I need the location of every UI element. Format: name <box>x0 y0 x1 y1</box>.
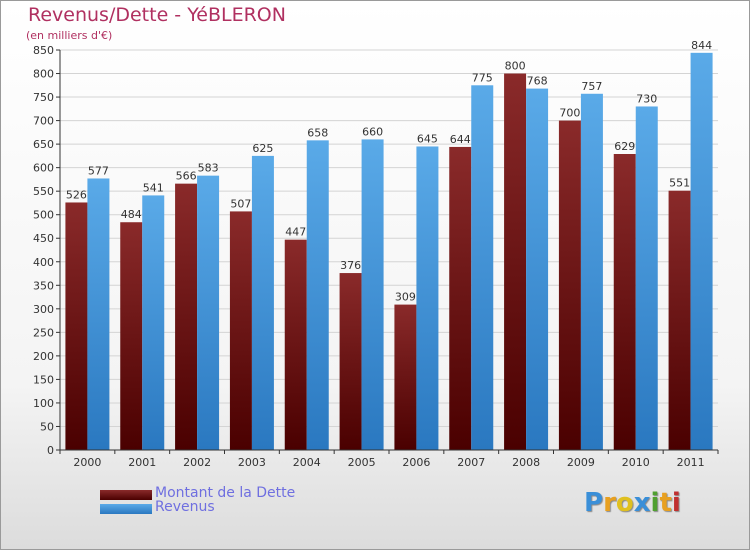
revenus-bar <box>87 178 110 450</box>
data-label: 551 <box>669 177 690 190</box>
data-label: 566 <box>176 170 197 183</box>
data-label: 526 <box>66 188 87 201</box>
y-tick-label: 200 <box>33 350 54 363</box>
dette-bar <box>284 239 307 450</box>
dette-bar <box>613 154 636 450</box>
dette-bar <box>229 211 252 450</box>
data-label: 447 <box>285 226 306 239</box>
data-label: 768 <box>527 75 548 88</box>
x-tick-label: 2009 <box>567 456 595 469</box>
data-label: 625 <box>252 142 273 155</box>
x-tick-label: 2007 <box>457 456 485 469</box>
legend-label-dette: Montant de la Dette <box>155 485 296 501</box>
y-tick-label: 650 <box>33 138 54 151</box>
revenus-bar <box>690 52 713 451</box>
x-tick-label: 2006 <box>402 456 430 469</box>
legend-label-revenus: Revenus <box>155 499 215 515</box>
x-tick-label: 2005 <box>348 456 376 469</box>
revenus-bar <box>306 140 329 450</box>
revenus-bar <box>635 106 658 451</box>
x-tick-label: 2011 <box>677 456 705 469</box>
revenus-bar <box>471 85 494 450</box>
dette-bar <box>339 273 362 450</box>
dette-bar <box>175 183 198 450</box>
y-tick-label: 750 <box>33 91 54 104</box>
data-label: 644 <box>450 133 471 146</box>
revenus-bar <box>251 155 274 450</box>
data-label: 629 <box>614 140 635 153</box>
y-tick-label: 350 <box>33 279 54 292</box>
data-label: 658 <box>307 126 328 139</box>
data-label: 577 <box>88 164 109 177</box>
data-label: 730 <box>636 92 657 105</box>
data-label: 757 <box>581 80 602 93</box>
revenus-bar <box>142 195 165 450</box>
chart-title: Revenus/Dette - YéBLERON <box>28 4 286 26</box>
x-tick-label: 2008 <box>512 456 540 469</box>
data-label: 775 <box>472 71 493 84</box>
data-label: 660 <box>362 125 383 138</box>
revenus-bar <box>197 175 220 450</box>
dette-bar <box>120 222 143 450</box>
chart-subtitle: (en milliers d'€) <box>26 29 113 42</box>
x-tick-label: 2003 <box>238 456 266 469</box>
y-tick-label: 100 <box>33 397 54 410</box>
revenus-bar <box>361 139 384 451</box>
logo-letter: P <box>584 488 604 518</box>
logo-letter: r <box>603 488 616 518</box>
dette-bar <box>394 304 417 450</box>
data-label: 645 <box>417 132 438 145</box>
x-tick-label: 2002 <box>183 456 211 469</box>
y-tick-label: 0 <box>47 444 54 457</box>
grid-lines <box>60 49 718 451</box>
y-tick-label: 800 <box>33 68 54 81</box>
x-tick-label: 2000 <box>73 456 101 469</box>
x-tick-label: 2004 <box>293 456 321 469</box>
logo-letter: i <box>671 488 681 518</box>
data-label: 507 <box>230 197 251 210</box>
y-tick-label: 300 <box>33 303 54 316</box>
y-tick-label: 500 <box>33 209 54 222</box>
y-tick-label: 250 <box>33 326 54 339</box>
revenus-bar <box>416 146 439 450</box>
y-tick-label: 150 <box>33 373 54 386</box>
y-tick-label: 600 <box>33 162 54 175</box>
dette-bar <box>65 202 88 450</box>
proxiti-logo: Proxiti <box>584 488 681 518</box>
revenus-bar <box>580 93 603 450</box>
dette-bar <box>668 190 691 451</box>
logo-letter: t <box>659 488 672 518</box>
logo-letter: o <box>615 488 634 518</box>
data-label: 376 <box>340 259 361 272</box>
logo-letter: i <box>650 488 660 518</box>
dette-bar <box>558 120 581 451</box>
y-tick-label: 400 <box>33 256 54 269</box>
data-label: 484 <box>121 208 142 221</box>
x-tick-label: 2001 <box>128 456 156 469</box>
data-label: 844 <box>691 39 712 52</box>
legend-swatch-revenus <box>100 504 152 514</box>
dette-bar <box>449 146 472 451</box>
bars <box>65 52 713 451</box>
revenus-bar <box>526 88 549 451</box>
data-label: 700 <box>559 107 580 120</box>
y-tick-label: 850 <box>33 44 54 57</box>
dette-bar <box>504 73 527 450</box>
y-tick-label: 450 <box>33 232 54 245</box>
y-tick-label: 700 <box>33 115 54 128</box>
x-tick-label: 2010 <box>622 456 650 469</box>
data-label: 800 <box>505 60 526 73</box>
y-tick-label: 50 <box>40 420 54 433</box>
axes: 0 50 100 150 200 250 300 350 400 450 500 550 600 650 7… <box>33 44 719 469</box>
logo-letter: x <box>633 488 651 518</box>
data-label: 583 <box>198 162 219 175</box>
data-label: 541 <box>143 181 164 194</box>
y-tick-label: 550 <box>33 185 54 198</box>
legend-swatch-dette <box>100 490 152 500</box>
data-label: 309 <box>395 291 416 304</box>
